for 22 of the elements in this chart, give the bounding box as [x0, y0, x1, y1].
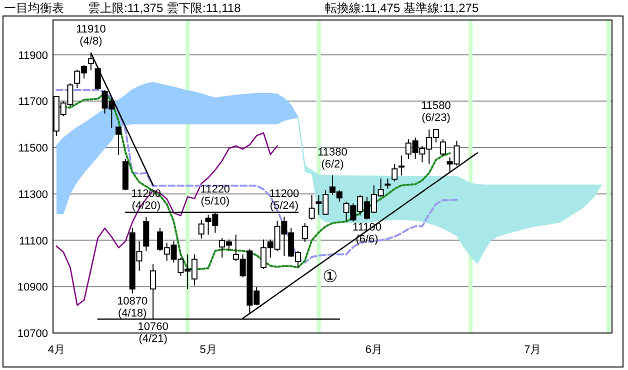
y-tick-label: 10900	[17, 282, 48, 294]
annotation: 11580 (6/23)	[421, 100, 451, 124]
annotation: 10870 (4/18)	[117, 296, 148, 320]
chart-subtitle: 雲上限:11,375 雲下限:11,118	[88, 1, 242, 15]
annotation: 11910 (4/8)	[76, 23, 106, 48]
y-tick-label: 11300	[18, 188, 48, 201]
y-tick-label: 11700	[18, 96, 48, 108]
annotation: 11220 (5/10)	[200, 183, 230, 208]
annotation: 11380 (6/2)	[318, 146, 348, 170]
annotation: 11200 (5/24)	[269, 188, 300, 212]
y-tick-label: 11100	[19, 235, 48, 248]
y-tick-label: 11900	[18, 50, 48, 62]
y-tick-label: 10700	[17, 328, 48, 340]
x-tick-label: 5月	[200, 344, 217, 356]
y-tick-label: 11500	[18, 142, 48, 155]
chart-title: 一目均衡表	[4, 1, 64, 15]
text: 転換線:11,475 基準線:11,275	[325, 1, 479, 15]
x-tick-label: 7月	[524, 344, 542, 356]
annotation: 10760 (4/21)	[138, 321, 168, 346]
annotation: ①	[322, 267, 338, 286]
x-tick-label: 6月	[365, 344, 382, 356]
x-tick-label: 4月	[48, 344, 66, 356]
